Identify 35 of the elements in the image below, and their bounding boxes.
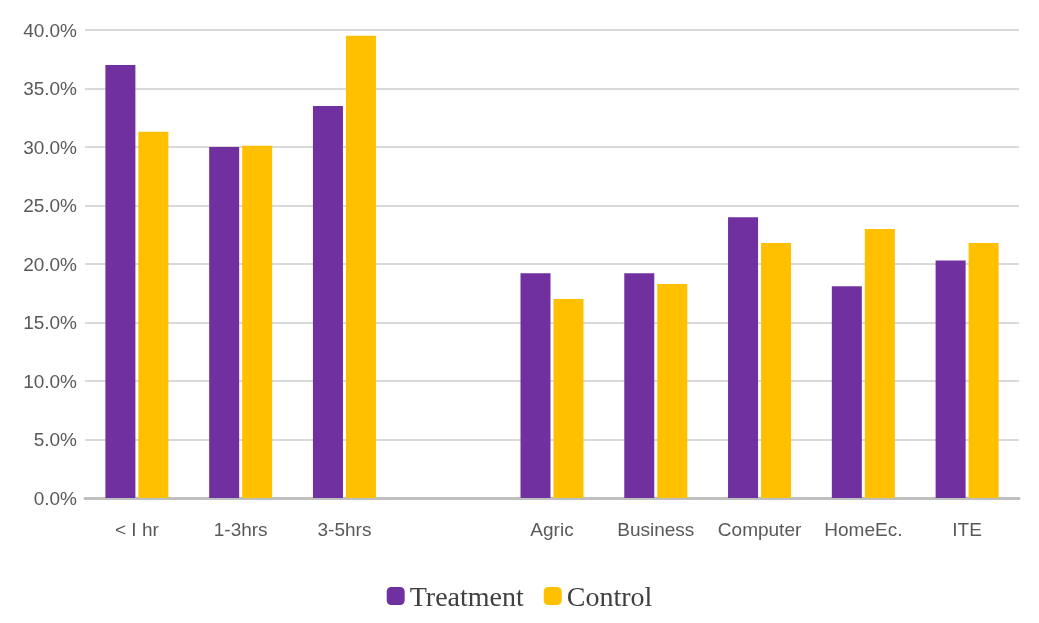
bar bbox=[312, 106, 343, 498]
bar bbox=[553, 299, 584, 498]
y-tick-label: 35.0% bbox=[23, 78, 78, 99]
x-tick-label: 1-3hrs bbox=[213, 519, 268, 540]
bar bbox=[657, 283, 688, 498]
x-tick-label: ITE bbox=[952, 519, 982, 540]
x-tick-label: HomeEc. bbox=[824, 519, 903, 540]
bar bbox=[345, 35, 376, 498]
bar bbox=[624, 273, 655, 498]
bar bbox=[105, 65, 136, 498]
y-tick-label: 15.0% bbox=[23, 312, 78, 333]
bar bbox=[728, 217, 759, 498]
y-tick-label: 20.0% bbox=[23, 253, 78, 275]
y-tick-label: 5.0% bbox=[33, 429, 78, 450]
legend-label: Treatment bbox=[409, 580, 524, 612]
x-tick-label: < I hr bbox=[114, 519, 160, 540]
bar bbox=[520, 273, 551, 498]
y-tick-label: 25.0% bbox=[23, 195, 78, 216]
y-tick-label: 30.0% bbox=[23, 136, 78, 158]
y-tick-label: 10.0% bbox=[23, 370, 78, 392]
bar bbox=[242, 145, 273, 498]
bar bbox=[968, 242, 999, 498]
y-tick-label: 0.0% bbox=[33, 487, 78, 509]
x-tick-label: Business bbox=[617, 519, 695, 540]
bar bbox=[831, 286, 862, 498]
x-tick-label: Computer bbox=[717, 519, 802, 540]
x-tick-label: 3-5hrs bbox=[317, 519, 372, 540]
x-tick-label: Agric bbox=[530, 519, 574, 540]
bar bbox=[209, 147, 240, 498]
y-tick-label: 40.0% bbox=[23, 19, 78, 41]
bar bbox=[761, 242, 792, 498]
legend-label: Control bbox=[566, 580, 653, 612]
bar bbox=[864, 228, 895, 498]
bar bbox=[138, 131, 169, 498]
bar bbox=[935, 260, 966, 498]
